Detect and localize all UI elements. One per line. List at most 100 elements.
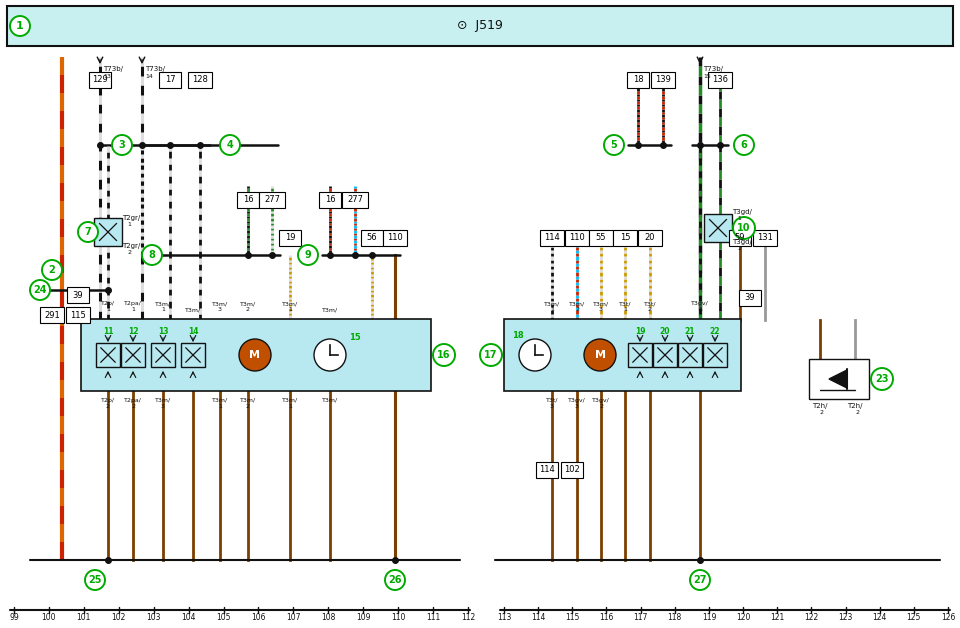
FancyBboxPatch shape <box>613 230 637 246</box>
Text: 3: 3 <box>119 140 126 150</box>
Text: 109: 109 <box>356 614 371 622</box>
Text: 131: 131 <box>757 234 773 242</box>
FancyBboxPatch shape <box>237 192 259 208</box>
Text: 110: 110 <box>569 234 585 242</box>
Circle shape <box>519 339 551 371</box>
Circle shape <box>220 135 240 155</box>
FancyBboxPatch shape <box>729 230 751 246</box>
FancyBboxPatch shape <box>319 192 341 208</box>
Text: 105: 105 <box>216 614 230 622</box>
Text: 113: 113 <box>497 614 511 622</box>
Circle shape <box>78 222 98 242</box>
FancyBboxPatch shape <box>589 230 613 246</box>
Text: 107: 107 <box>286 614 300 622</box>
Text: 16: 16 <box>243 195 253 205</box>
Text: T2pa/
2: T2pa/ 2 <box>124 398 142 409</box>
Text: T3m/: T3m/ <box>322 398 338 403</box>
Text: T3m/
1: T3m/ 1 <box>155 301 171 312</box>
Circle shape <box>142 245 162 265</box>
Text: 2: 2 <box>820 411 824 416</box>
Text: 7: 7 <box>84 227 91 237</box>
Text: T2p/
2: T2p/ 2 <box>101 398 115 409</box>
FancyBboxPatch shape <box>81 319 431 391</box>
Text: 6: 6 <box>740 140 748 150</box>
Text: 124: 124 <box>873 614 887 622</box>
FancyBboxPatch shape <box>188 72 212 88</box>
Text: 16: 16 <box>437 350 451 360</box>
FancyBboxPatch shape <box>753 230 777 246</box>
Text: 114: 114 <box>540 465 555 475</box>
Text: 2: 2 <box>737 246 741 251</box>
FancyBboxPatch shape <box>627 72 649 88</box>
FancyBboxPatch shape <box>259 192 285 208</box>
Text: 11: 11 <box>103 327 113 337</box>
Text: 128: 128 <box>192 75 208 85</box>
Text: 18: 18 <box>633 75 643 85</box>
FancyBboxPatch shape <box>504 319 741 391</box>
Text: T3m/
3: T3m/ 3 <box>155 398 171 409</box>
Text: T3t/
3: T3t/ 3 <box>545 398 559 409</box>
Circle shape <box>298 245 318 265</box>
Text: 118: 118 <box>667 614 682 622</box>
FancyBboxPatch shape <box>628 343 652 367</box>
FancyBboxPatch shape <box>94 218 122 246</box>
Circle shape <box>385 570 405 590</box>
Text: 23: 23 <box>876 374 889 384</box>
Text: 102: 102 <box>111 614 126 622</box>
Text: 2: 2 <box>49 265 56 275</box>
Text: T3gd/: T3gd/ <box>732 209 752 215</box>
FancyBboxPatch shape <box>342 192 368 208</box>
Text: 10: 10 <box>737 223 751 233</box>
FancyBboxPatch shape <box>540 230 564 246</box>
Circle shape <box>584 339 616 371</box>
Text: 39: 39 <box>745 293 756 303</box>
Text: 139: 139 <box>655 75 671 85</box>
Text: T73b/: T73b/ <box>103 66 123 72</box>
Text: 110: 110 <box>387 234 403 242</box>
FancyBboxPatch shape <box>708 72 732 88</box>
Text: 19: 19 <box>635 327 645 337</box>
Text: 39: 39 <box>73 291 84 300</box>
Text: T2gr/: T2gr/ <box>122 243 140 249</box>
FancyBboxPatch shape <box>159 72 181 88</box>
Text: 125: 125 <box>906 614 921 622</box>
Text: 5: 5 <box>611 140 617 150</box>
Text: 12: 12 <box>128 327 138 337</box>
Text: 136: 136 <box>712 75 728 85</box>
FancyBboxPatch shape <box>361 230 383 246</box>
FancyBboxPatch shape <box>96 343 120 367</box>
FancyBboxPatch shape <box>739 290 761 306</box>
Text: 126: 126 <box>941 614 955 622</box>
Text: 108: 108 <box>322 614 335 622</box>
Circle shape <box>10 16 30 36</box>
Text: 115: 115 <box>70 310 85 320</box>
Text: 55: 55 <box>596 234 607 242</box>
Text: T3gv/
1: T3gv/ 1 <box>691 301 708 312</box>
Text: 103: 103 <box>147 614 161 622</box>
Polygon shape <box>829 370 847 388</box>
Text: T2h/: T2h/ <box>848 403 863 409</box>
Text: T3gd/: T3gd/ <box>732 239 752 245</box>
Text: T3m/
1: T3m/ 1 <box>282 398 298 409</box>
Text: 15: 15 <box>703 75 710 80</box>
Text: 100: 100 <box>41 614 57 622</box>
Text: T3t/
2: T3t/ 2 <box>644 301 657 312</box>
Text: 123: 123 <box>838 614 852 622</box>
Text: T3gv/
3: T3gv/ 3 <box>568 398 586 409</box>
Text: 121: 121 <box>770 614 784 622</box>
FancyBboxPatch shape <box>704 214 732 242</box>
Text: 9: 9 <box>304 250 311 260</box>
Text: T3m/
2: T3m/ 2 <box>569 301 585 312</box>
Text: 27: 27 <box>693 575 707 585</box>
Circle shape <box>112 135 132 155</box>
Text: 22: 22 <box>709 327 720 337</box>
Text: T2pa/
1: T2pa/ 1 <box>124 301 142 312</box>
Text: 277: 277 <box>264 195 280 205</box>
FancyBboxPatch shape <box>181 343 205 367</box>
Text: 117: 117 <box>634 614 648 622</box>
FancyBboxPatch shape <box>151 343 175 367</box>
Text: 17: 17 <box>484 350 497 360</box>
FancyBboxPatch shape <box>121 343 145 367</box>
Text: 20: 20 <box>645 234 656 242</box>
Text: T3m/: T3m/ <box>185 307 201 312</box>
